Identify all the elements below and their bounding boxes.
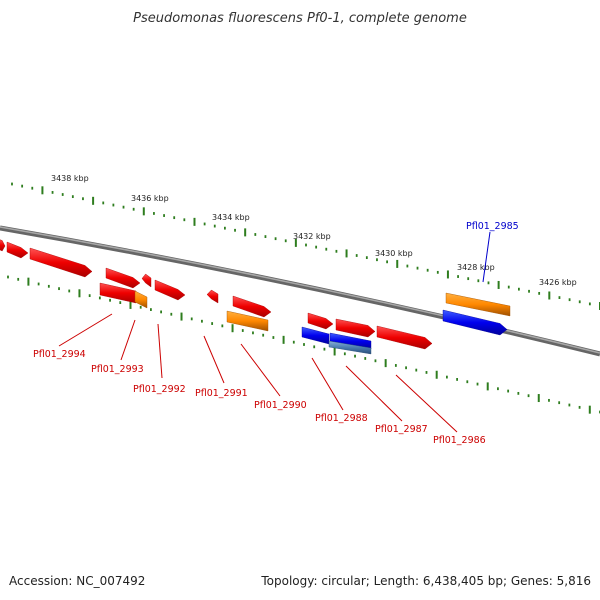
gene-feature-red[interactable] bbox=[141, 273, 152, 288]
gene-labels[interactable]: Pfl01_2985 Pfl01_2994 Pfl01_2993 Pfl01_2992… bbox=[33, 221, 519, 446]
gene-label[interactable]: Pfl01_2992 bbox=[133, 384, 186, 395]
gene-label[interactable]: Pfl01_2991 bbox=[195, 388, 248, 399]
label-leader-line bbox=[311, 357, 344, 411]
label-leader-line bbox=[345, 365, 403, 422]
gene-feature-orange[interactable] bbox=[134, 290, 148, 309]
map-title: Pseudomonas fluorescens Pf0-1, complete … bbox=[133, 11, 467, 26]
gene-feature-red[interactable] bbox=[29, 247, 93, 278]
gene-features[interactable] bbox=[0, 239, 511, 355]
label-leader-line bbox=[240, 343, 281, 397]
gene-feature-red[interactable] bbox=[154, 279, 186, 301]
label-leader-line bbox=[157, 323, 163, 379]
gene-feature-orange[interactable] bbox=[445, 292, 511, 317]
gene-label[interactable]: Pfl01_2994 bbox=[33, 349, 86, 360]
scale-tick-track bbox=[7, 182, 600, 414]
gene-label[interactable]: Pfl01_2987 bbox=[375, 424, 428, 435]
gene-feature-red[interactable] bbox=[335, 318, 376, 338]
gene-label[interactable]: Pfl01_2988 bbox=[315, 413, 368, 424]
scale-label: 3434 kbp bbox=[212, 213, 250, 222]
gene-label[interactable]: Pfl01_2986 bbox=[433, 435, 486, 446]
gene-feature-steelblue[interactable] bbox=[328, 340, 372, 355]
label-leader-line bbox=[482, 231, 491, 283]
scale-label: 3436 kbp bbox=[131, 194, 169, 203]
gene-label[interactable]: Pfl01_2990 bbox=[254, 400, 307, 411]
label-leader-line bbox=[203, 335, 225, 384]
backbone-highlight bbox=[0, 226, 600, 354]
genome-backbone bbox=[0, 225, 600, 357]
gene-feature-red[interactable] bbox=[206, 289, 219, 304]
genome-summary-text: Topology: circular; Length: 6,438,405 bp… bbox=[260, 574, 591, 588]
scale-label: 3430 kbp bbox=[375, 249, 413, 258]
gene-feature-red[interactable] bbox=[376, 325, 433, 350]
scale-labels: 3438 kbp 3436 kbp 3434 kbp 3432 kbp 3430 kbp… bbox=[51, 174, 577, 287]
gene-feature-red[interactable] bbox=[307, 312, 334, 330]
gene-label[interactable]: Pfl01_2985 bbox=[466, 221, 519, 232]
gene-feature-red[interactable] bbox=[0, 239, 6, 252]
gene-feature-red[interactable] bbox=[232, 295, 272, 318]
scale-label: 3432 kbp bbox=[293, 232, 331, 241]
label-leader-lines bbox=[58, 231, 491, 433]
gene-feature-red[interactable] bbox=[6, 241, 29, 259]
label-leader-line bbox=[58, 313, 113, 347]
gene-label[interactable]: Pfl01_2993 bbox=[91, 364, 144, 375]
accession-text: Accession: NC_007492 bbox=[9, 574, 145, 588]
scale-label: 3438 kbp bbox=[51, 174, 89, 183]
scale-label: 3428 kbp bbox=[457, 263, 495, 272]
label-leader-line bbox=[395, 374, 458, 433]
label-leader-line bbox=[120, 319, 136, 361]
gene-feature-red[interactable] bbox=[99, 282, 137, 304]
scale-label: 3426 kbp bbox=[539, 278, 577, 287]
gene-feature-red[interactable] bbox=[105, 267, 141, 289]
gene-feature-orange[interactable] bbox=[226, 310, 269, 332]
backbone-line bbox=[0, 225, 600, 357]
gene-feature-blue[interactable] bbox=[442, 309, 508, 336]
